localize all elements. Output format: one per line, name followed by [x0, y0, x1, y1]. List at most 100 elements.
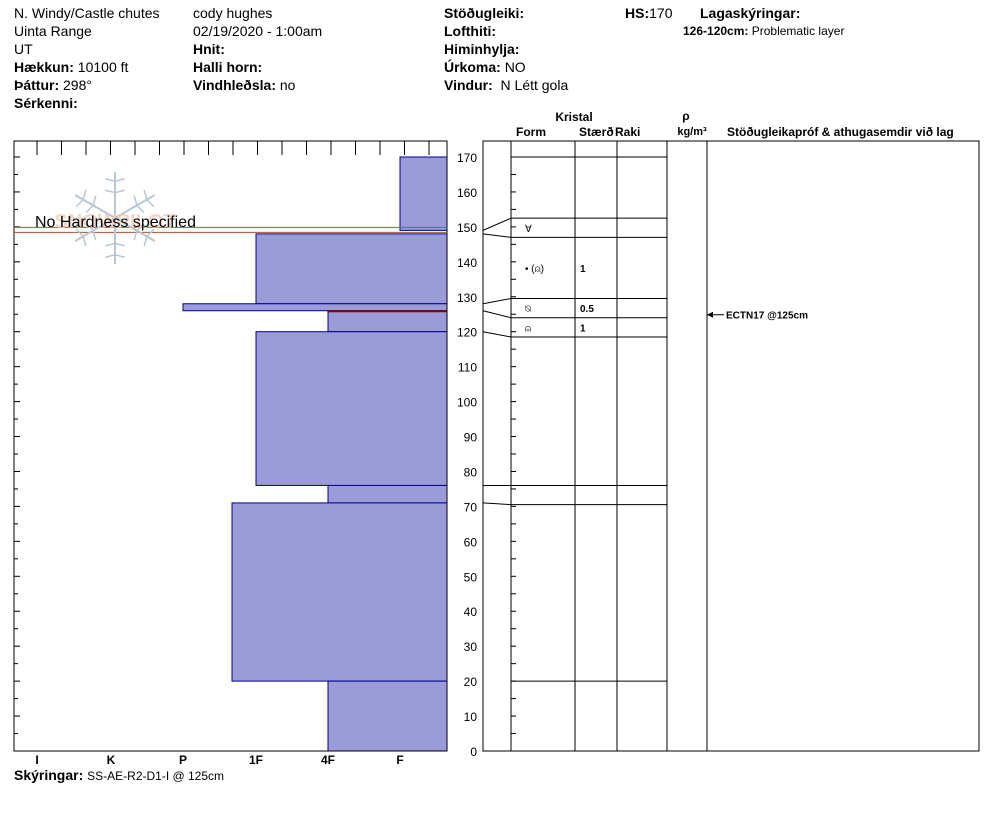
snowflake-icon	[146, 199, 155, 208]
elevation-value: 10100 ft	[77, 59, 129, 75]
density-symbol: ρ	[682, 109, 689, 123]
y-tick-label: 40	[464, 605, 478, 619]
density-unit: kg/m³	[677, 126, 707, 138]
hardness-layer-2	[255, 233, 448, 305]
aspect-label: Þáttur:	[14, 77, 60, 93]
snowflake-icon	[114, 194, 156, 219]
x-tick-label: 4F	[321, 753, 335, 767]
moisture-header: Raki	[615, 125, 640, 139]
wind: Vindur: N Létt gola	[444, 76, 568, 94]
wind-loading-label: Vindhleðsla:	[193, 77, 276, 93]
snowflake-icon	[146, 228, 155, 237]
y-tick-label: 140	[457, 256, 477, 270]
y-tick-label: 160	[457, 186, 477, 200]
y-tick-label: 130	[457, 291, 477, 305]
no-hardness-label: No Hardness specified	[35, 214, 196, 231]
y-tick-label: 50	[464, 570, 478, 584]
snowflake-icon	[85, 204, 94, 214]
elevation: Hækkun: 10100 ft	[14, 58, 128, 76]
coords: Hnit:	[193, 40, 225, 58]
hardness-layer-8	[327, 680, 448, 752]
y-tick-label: 100	[457, 396, 477, 410]
snowflake-icon	[114, 189, 125, 194]
layer-note: 126-120cm: Problematic layer	[683, 22, 844, 40]
snowflake-icon	[82, 189, 87, 200]
stability: Stöðugleiki:	[444, 4, 524, 22]
hs-value: 170	[649, 5, 673, 21]
wind-label: Vindur:	[444, 77, 493, 93]
precip-value: NO	[504, 59, 526, 75]
footer-notes: Skýringar: SS-AE-R2-D1-I @ 125cm	[14, 766, 224, 785]
snowflake-icon	[114, 217, 156, 242]
y-tick-label: 70	[464, 500, 478, 514]
snowflake-icon	[136, 222, 145, 232]
snowflake-icon	[85, 222, 94, 232]
grain-size: 1	[580, 323, 586, 334]
x-tick-label: 1F	[249, 753, 263, 767]
comments-header: Stöðugleikapróf & athugasemdir við lag	[727, 125, 954, 139]
hardness-layer-7	[231, 502, 448, 682]
precip: Úrkoma: NO	[444, 58, 526, 76]
hardness-layer-3	[182, 303, 448, 312]
layer-note-range: 126-120cm:	[683, 24, 749, 38]
snowflake-icon	[136, 204, 145, 214]
snowflake-icon	[74, 194, 116, 219]
snowflake-icon	[105, 254, 116, 259]
slope: Halli horn:	[193, 58, 262, 76]
footer-notes-value: SS-AE-R2-D1-I @ 125cm	[87, 769, 225, 783]
hs-label: HS:	[625, 5, 650, 21]
precip-label: Úrkoma:	[444, 59, 501, 75]
grain-table-frame	[482, 140, 980, 752]
hardness-layer-4	[327, 310, 448, 333]
y-tick-label: 150	[457, 221, 477, 235]
hardness-layer-0	[399, 156, 448, 231]
layer-notes: Lagaskýringar:	[700, 4, 800, 22]
snowflake-icon	[75, 199, 84, 208]
snowflake-icon	[105, 242, 116, 247]
size-header: Stærð	[579, 125, 614, 139]
stability-test-label: ECTN17 @125cm	[726, 311, 808, 322]
location: N. Windy/Castle chutes	[14, 5, 160, 21]
layer-connector	[482, 310, 512, 319]
air-temp-label: Lofthiti:	[444, 23, 497, 39]
features-label: Sérkenni:	[14, 95, 78, 111]
hs: HS:170	[625, 4, 672, 22]
grain-form: ∀	[525, 224, 532, 235]
layer-connector	[482, 298, 512, 305]
features: Sérkenni:	[14, 94, 78, 112]
snowflake-icon	[105, 177, 116, 182]
grain-size: 1	[580, 264, 586, 275]
y-tick-label: 110	[458, 361, 477, 375]
y-tick-label: 0	[470, 745, 477, 759]
layer-note-text: Problematic layer	[751, 24, 845, 38]
snowflake-icon	[74, 217, 116, 242]
y-tick-label: 60	[464, 535, 478, 549]
snowflake-icon	[114, 254, 125, 259]
wind-value: N Létt gola	[500, 77, 569, 93]
arrow-head-icon	[707, 311, 713, 318]
snowflake-icon	[92, 230, 97, 241]
hardness-frame	[13, 140, 448, 752]
y-tick-label: 10	[464, 710, 478, 724]
air-temp: Lofthiti:	[444, 22, 496, 40]
layer-connector	[482, 233, 512, 238]
layer-notes-label: Lagaskýringar:	[700, 5, 801, 21]
crystal-header: Kristal	[555, 110, 592, 124]
y-tick-label: 20	[464, 675, 478, 689]
layer-connector	[482, 502, 512, 506]
snowflake-icon	[92, 195, 97, 206]
x-tick-label: F	[396, 753, 403, 767]
grain-form: ⍉	[525, 304, 532, 315]
snowflake-icon	[82, 236, 87, 247]
snowflake-icon	[143, 189, 148, 200]
snowflake-icon	[143, 236, 148, 247]
y-tick-label: 80	[464, 465, 478, 479]
y-tick-label: 30	[464, 640, 478, 654]
stability-label: Stöðugleiki:	[444, 5, 525, 21]
snowflake-icon	[133, 230, 138, 241]
y-tick-label: 120	[457, 326, 477, 340]
elevation-label: Hækkun:	[14, 59, 74, 75]
watermark-logo: SNOWPILOT	[54, 211, 175, 233]
snowflake-icon	[105, 189, 116, 194]
